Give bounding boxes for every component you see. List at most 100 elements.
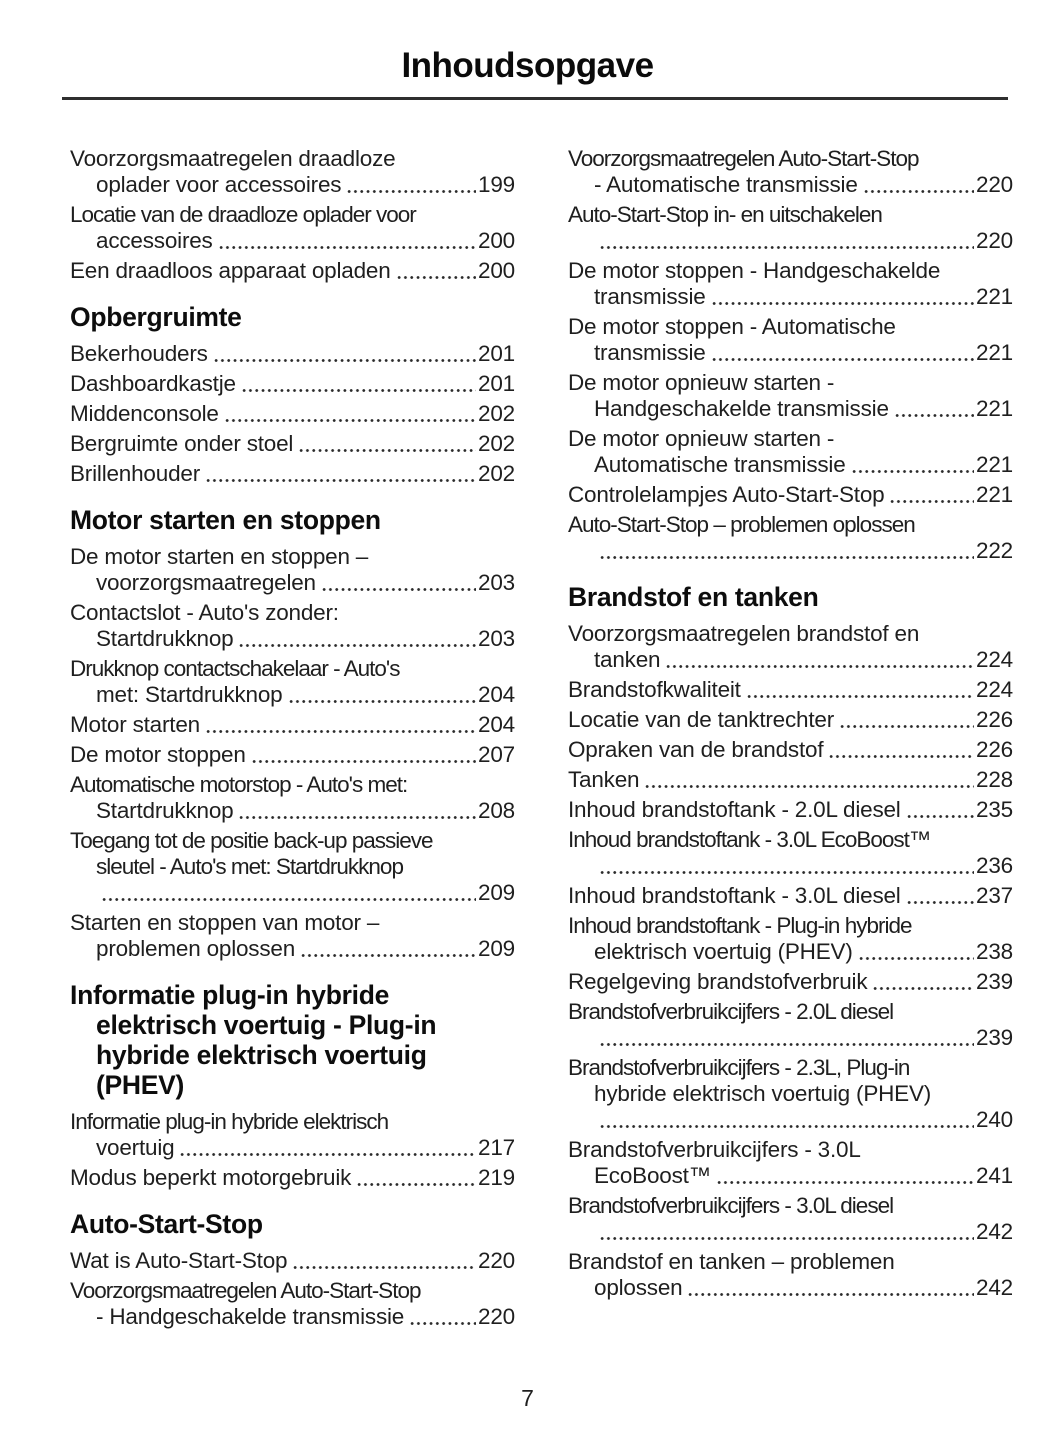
toc-entry-last-line: Dashboardkastje 201 bbox=[70, 371, 515, 397]
toc-page-number: 209 bbox=[478, 936, 515, 961]
toc-entry-last-line: 209 bbox=[70, 880, 515, 906]
toc-entry-last-line: Controlelampjes Auto-Start-Stop 221 bbox=[568, 482, 1013, 508]
dot-leader bbox=[287, 682, 477, 708]
toc-entry-last-line: Bergruimte onder stoel 202 bbox=[70, 431, 515, 457]
toc-entry-text: Controlelampjes Auto-Start-Stop bbox=[568, 482, 885, 507]
toc-page-number: 236 bbox=[976, 853, 1013, 878]
dot-leader bbox=[300, 936, 477, 962]
toc-page-number: 202 bbox=[478, 431, 515, 456]
toc-entry-last-line: Locatie van de tanktrechter 226 bbox=[568, 707, 1013, 733]
toc-entry-text: accessoires bbox=[96, 228, 213, 253]
toc-entry-text: Locatie van de tanktrechter bbox=[568, 707, 835, 732]
dot-leader bbox=[889, 482, 975, 508]
toc-page-number: 208 bbox=[478, 798, 515, 823]
dot-leader bbox=[212, 341, 477, 367]
toc-entry-last-line: EcoBoost™ 241 bbox=[568, 1163, 1013, 1189]
dot-leader bbox=[905, 883, 975, 909]
toc-entry-text: met: Startdrukknop bbox=[96, 682, 283, 707]
toc-entry-last-line: elektrisch voertuig (PHEV) 238 bbox=[568, 939, 1013, 965]
page-number: 7 bbox=[521, 1385, 534, 1411]
toc-page-number: 220 bbox=[976, 228, 1013, 253]
toc-entry-line: Locatie van de draadloze oplader voor bbox=[70, 202, 515, 228]
dot-leader bbox=[204, 461, 477, 487]
dot-leader bbox=[346, 172, 477, 198]
toc-entry-last-line: voertuig 217 bbox=[70, 1135, 515, 1161]
toc-entry-last-line: 240 bbox=[568, 1107, 1013, 1133]
toc-entry: Tanken 228 bbox=[568, 767, 1013, 793]
toc-entry-last-line: Modus beperkt motorgebruik 219 bbox=[70, 1165, 515, 1191]
toc-entry-text: voorzorgsmaatregelen bbox=[96, 570, 316, 595]
section-heading: Auto-Start-Stop bbox=[70, 1209, 515, 1239]
toc-entry-text: tanken bbox=[594, 647, 661, 672]
toc-page-number: 228 bbox=[976, 767, 1013, 792]
toc-entry-last-line: Opraken van de brandstof 226 bbox=[568, 737, 1013, 763]
toc-entry-text: Automatische transmissie bbox=[594, 452, 846, 477]
toc-entry: Voorzorgsmaatregelen brandstof en tanken 2… bbox=[568, 621, 1013, 673]
toc-page-number: 239 bbox=[976, 969, 1013, 994]
toc-entry-last-line: Startdrukknop 208 bbox=[70, 798, 515, 824]
toc-entry: Voorzorgsmaatregelen Auto-Start-Stop - Au… bbox=[568, 146, 1013, 198]
toc-entry-text: EcoBoost™ bbox=[594, 1163, 712, 1188]
dot-leader bbox=[250, 742, 477, 768]
toc-entry-text: - Automatische transmissie bbox=[594, 172, 858, 197]
toc-entry: Inhoud brandstoftank - 3.0L diesel 237 bbox=[568, 883, 1013, 909]
toc-page-number: 204 bbox=[478, 712, 515, 737]
toc-entry-last-line: Tanken 228 bbox=[568, 767, 1013, 793]
toc-page-number: 220 bbox=[478, 1248, 515, 1273]
toc-entry-last-line: oplossen 242 bbox=[568, 1275, 1013, 1301]
toc-entry-text: Brandstofverbruikcijfers - 3.0L bbox=[568, 1137, 861, 1162]
toc-entry-text: Inhoud brandstoftank - 3.0L diesel bbox=[568, 883, 901, 908]
toc-page-number: 202 bbox=[478, 461, 515, 486]
toc-entry-text: Middenconsole bbox=[70, 401, 219, 426]
toc-column-right: Voorzorgsmaatregelen Auto-Start-Stop - Au… bbox=[568, 146, 1013, 1334]
toc-entry-text: oplossen bbox=[594, 1275, 683, 1300]
toc-entry-last-line: Startdrukknop 203 bbox=[70, 626, 515, 652]
toc-entry-text: Locatie van de draadloze oplader voor bbox=[70, 202, 417, 227]
toc-page-number: 242 bbox=[976, 1219, 1013, 1244]
toc-entry: Voorzorgsmaatregelen draadloze oplader vo… bbox=[70, 146, 515, 198]
toc-entry-text: De motor stoppen - Automatische bbox=[568, 314, 896, 339]
toc-entry-last-line: Een draadloos apparaat opladen 200 bbox=[70, 258, 515, 284]
toc-page-number: 242 bbox=[976, 1275, 1013, 1300]
dot-leader bbox=[238, 626, 477, 652]
dot-leader bbox=[710, 284, 975, 310]
toc-entry-text: sleutel - Auto's met: Startdrukknop bbox=[96, 854, 404, 879]
toc-entry-text: Brandstofverbruikcijfers - 2.3L, Plug-in bbox=[568, 1055, 910, 1080]
toc-entry-line: Inhoud brandstoftank - Plug-in hybride bbox=[568, 913, 1013, 939]
toc-entry-last-line: tanken 224 bbox=[568, 647, 1013, 673]
toc-entry-text: Inhoud brandstoftank - Plug-in hybride bbox=[568, 913, 912, 938]
dot-leader bbox=[599, 538, 975, 564]
dot-leader bbox=[828, 737, 975, 763]
toc-entry-line: De motor opnieuw starten - bbox=[568, 426, 1013, 452]
toc-entry: Toegang tot de positie back-up passieve s… bbox=[70, 828, 515, 906]
toc-entry-text: De motor starten en stoppen – bbox=[70, 544, 369, 569]
dot-leader bbox=[238, 798, 477, 824]
dot-leader bbox=[204, 712, 477, 738]
toc-entry-text: Bergruimte onder stoel bbox=[70, 431, 294, 456]
toc-entry-text: Opraken van de brandstof bbox=[568, 737, 824, 762]
toc-entry-text: Voorzorgsmaatregelen brandstof en bbox=[568, 621, 920, 646]
toc-entry: Automatische motorstop - Auto's met: Star… bbox=[70, 772, 515, 824]
toc-entry: Opraken van de brandstof 226 bbox=[568, 737, 1013, 763]
toc-entry-line: Voorzorgsmaatregelen Auto-Start-Stop bbox=[568, 146, 1013, 172]
toc-entry-text: Auto-Start-Stop – problemen oplossen bbox=[568, 512, 916, 537]
toc-entry-last-line: met: Startdrukknop 204 bbox=[70, 682, 515, 708]
toc-entry-last-line: Brillenhouder 202 bbox=[70, 461, 515, 487]
toc-page-number: 203 bbox=[478, 570, 515, 595]
section-heading: Opbergruimte bbox=[70, 302, 515, 332]
toc-entry: Brandstofverbruikcijfers - 3.0L diesel 24… bbox=[568, 1193, 1013, 1245]
toc-entry-line: De motor opnieuw starten - bbox=[568, 370, 1013, 396]
toc-page-number: 219 bbox=[478, 1165, 515, 1190]
dot-leader bbox=[839, 707, 975, 733]
toc-entry-last-line: - Handgeschakelde transmissie 220 bbox=[70, 1304, 515, 1330]
toc-entry: De motor opnieuw starten - Handgeschakeld… bbox=[568, 370, 1013, 422]
toc-entry: Informatie plug-in hybride elektrisch voe… bbox=[70, 1109, 515, 1161]
toc-entry: Auto-Start-Stop – problemen oplossen 222 bbox=[568, 512, 1013, 564]
dot-leader bbox=[356, 1165, 477, 1191]
section-heading-line: Brandstof en tanken bbox=[568, 582, 819, 612]
toc-page-number: 222 bbox=[976, 538, 1013, 563]
toc-entry-line: Auto-Start-Stop – problemen oplossen bbox=[568, 512, 1013, 538]
toc-entry-text: Contactslot - Auto's zonder: bbox=[70, 600, 339, 625]
toc-page-number: 221 bbox=[976, 452, 1013, 477]
toc-page-number: 224 bbox=[976, 647, 1013, 672]
